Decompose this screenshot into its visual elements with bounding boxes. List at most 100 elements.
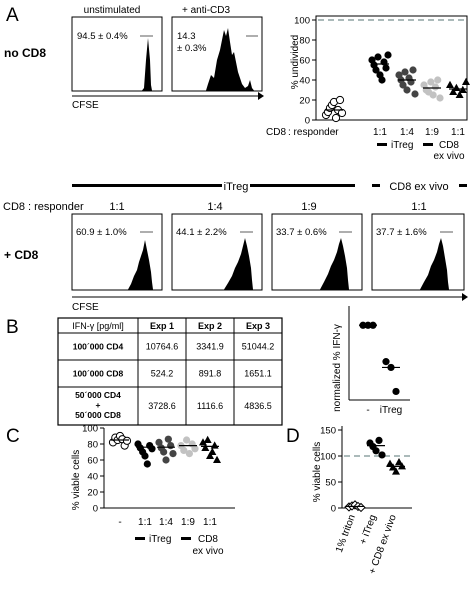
data-point: [185, 450, 193, 458]
scatter-c-points: [108, 431, 221, 468]
data-point: [122, 436, 132, 445]
scatter-d-points: [344, 436, 412, 513]
table-cell: 4836.5: [244, 401, 272, 411]
data-point: [208, 447, 217, 455]
bottom-ratio-prefix: CD8: [3, 201, 25, 213]
table-cell: 10764.6: [146, 342, 179, 352]
category-label: 1:9: [425, 127, 439, 138]
table-cell: 891.8: [199, 369, 222, 379]
table-cell: 51044.2: [242, 342, 275, 352]
scatter-a-yticks: 0 20 40 60 80 100: [294, 16, 316, 127]
data-point: [434, 76, 442, 84]
data-point: [167, 442, 175, 450]
cfse-arrow-bottom: [462, 293, 468, 301]
data-point: [206, 451, 214, 459]
table-cell: 524.2: [151, 369, 174, 379]
data-point: [446, 80, 454, 88]
data-point: [210, 441, 219, 449]
data-point: [374, 53, 382, 61]
scatter-c-categories: - 1:1 1:4 1:9 1:1: [118, 517, 217, 528]
itreg-bar-left: [72, 184, 222, 187]
data-point: [462, 77, 470, 85]
table-row-label: 100´000 CD8: [73, 369, 124, 379]
ytick-label: 0: [93, 504, 98, 515]
ytick-label: 100: [294, 16, 310, 27]
histogram-anti-cd3-frame: [171, 16, 263, 92]
ytick-label: 80: [87, 440, 98, 451]
itreg-dash-a: [377, 143, 387, 146]
itreg-dash-c: [135, 537, 145, 540]
data-point: [455, 90, 464, 98]
ytick-label: 40: [299, 76, 310, 87]
data-point: [427, 78, 435, 86]
table-row-label: 50´000 CD4: [75, 390, 121, 400]
scatter-b-points: [359, 321, 400, 396]
histogram-bottom-1: 60.9 ± 1.0%: [71, 213, 163, 291]
group-cd8-c-line1: CD8: [198, 534, 218, 545]
group-cd8-c-line2: ex vivo: [192, 546, 224, 557]
category-label: 1:1: [203, 517, 217, 528]
hist-bottom-value-3: 33.7 ± 0.6%: [276, 227, 327, 238]
hist-title-anti-cd3: + anti-CD3: [182, 5, 231, 16]
cd8-bar-right: [459, 184, 467, 187]
scatter-b-cat-1: -: [366, 405, 369, 416]
data-point: [386, 459, 394, 467]
table-row-label: +: [96, 400, 101, 410]
data-point: [392, 387, 400, 396]
data-point: [148, 445, 156, 453]
data-point: [213, 455, 221, 463]
ytick-label: 80: [299, 36, 310, 47]
category-label: 1:4: [400, 127, 414, 138]
table-row-label: 50´000 CD8: [75, 410, 121, 420]
cd8-header: CD8 ex vivo: [389, 181, 448, 193]
table-header-cell: Exp 1: [150, 321, 174, 331]
bottom-ratio-4: 1:1: [411, 201, 426, 213]
ratio-label-suffix: : responder: [288, 127, 339, 138]
data-point: [141, 452, 149, 460]
category-label: 1:9: [181, 517, 195, 528]
data-point: [399, 81, 407, 89]
cfse-label-bottom: CFSE: [72, 302, 99, 313]
data-point: [201, 443, 210, 451]
data-point: [409, 66, 417, 74]
table-cell: 3341.9: [196, 342, 224, 352]
scatter-d-ylabel: % viable cells: [312, 442, 323, 503]
cfse-label-top: CFSE: [72, 100, 99, 111]
data-point: [372, 66, 380, 74]
row-label-plus-cd8: + CD8: [4, 248, 39, 262]
table-cell: 1116.6: [197, 401, 223, 411]
data-point: [162, 456, 170, 464]
histogram-bottom-2: 44.1 ± 2.2%: [171, 213, 263, 291]
table-cell: 3728.6: [148, 401, 176, 411]
hist-bottom-value-1: 60.9 ± 1.0%: [76, 227, 127, 238]
histogram-anti-cd3: [172, 28, 262, 91]
data-point: [203, 435, 212, 443]
scatter-a-categories: - 1:1 1:4 1:9 1:1: [332, 127, 465, 138]
data-point: [169, 450, 177, 458]
scatter-b-cat-2: iTreg: [380, 405, 402, 416]
panel-letter-a: A: [6, 5, 19, 26]
data-point: [372, 447, 380, 455]
data-point: [143, 460, 151, 468]
data-point: [199, 438, 207, 446]
cd8-dash-a: [423, 143, 433, 146]
table-row-label: 100´000 CD4: [73, 342, 124, 352]
panel-letter-b: B: [6, 317, 19, 338]
ytick-label: 0: [331, 504, 336, 515]
histogram-unstimulated-frame: [71, 16, 163, 92]
scatter-d-categories: 1% triton + iTreg+ CD8 ex vivo: [334, 513, 399, 576]
scatter-c-ylabel: % viable cells: [71, 450, 82, 511]
hist-value-anti-cd3-line2: ± 0.3%: [177, 43, 207, 54]
data-point: [429, 91, 437, 99]
bottom-ratio-3: 1:9: [301, 201, 316, 213]
hist-value-anti-cd3-line1: 14.3: [177, 31, 196, 42]
table-header-cell: Exp 3: [246, 321, 270, 331]
hist-title-unstimulated: unstimulated: [84, 5, 141, 16]
group-itreg-a: iTreg: [391, 140, 413, 151]
scatter-d-yticks: 0 50 100 150: [320, 426, 342, 515]
category-label: 1:1: [373, 127, 387, 138]
panel-letter-d: D: [286, 426, 300, 447]
data-point: [384, 51, 392, 59]
ifn-gamma-table: IFN-γ [pg/ml] Exp 1 Exp 2 Exp 3 100´000 CD4 1…: [57, 317, 283, 426]
